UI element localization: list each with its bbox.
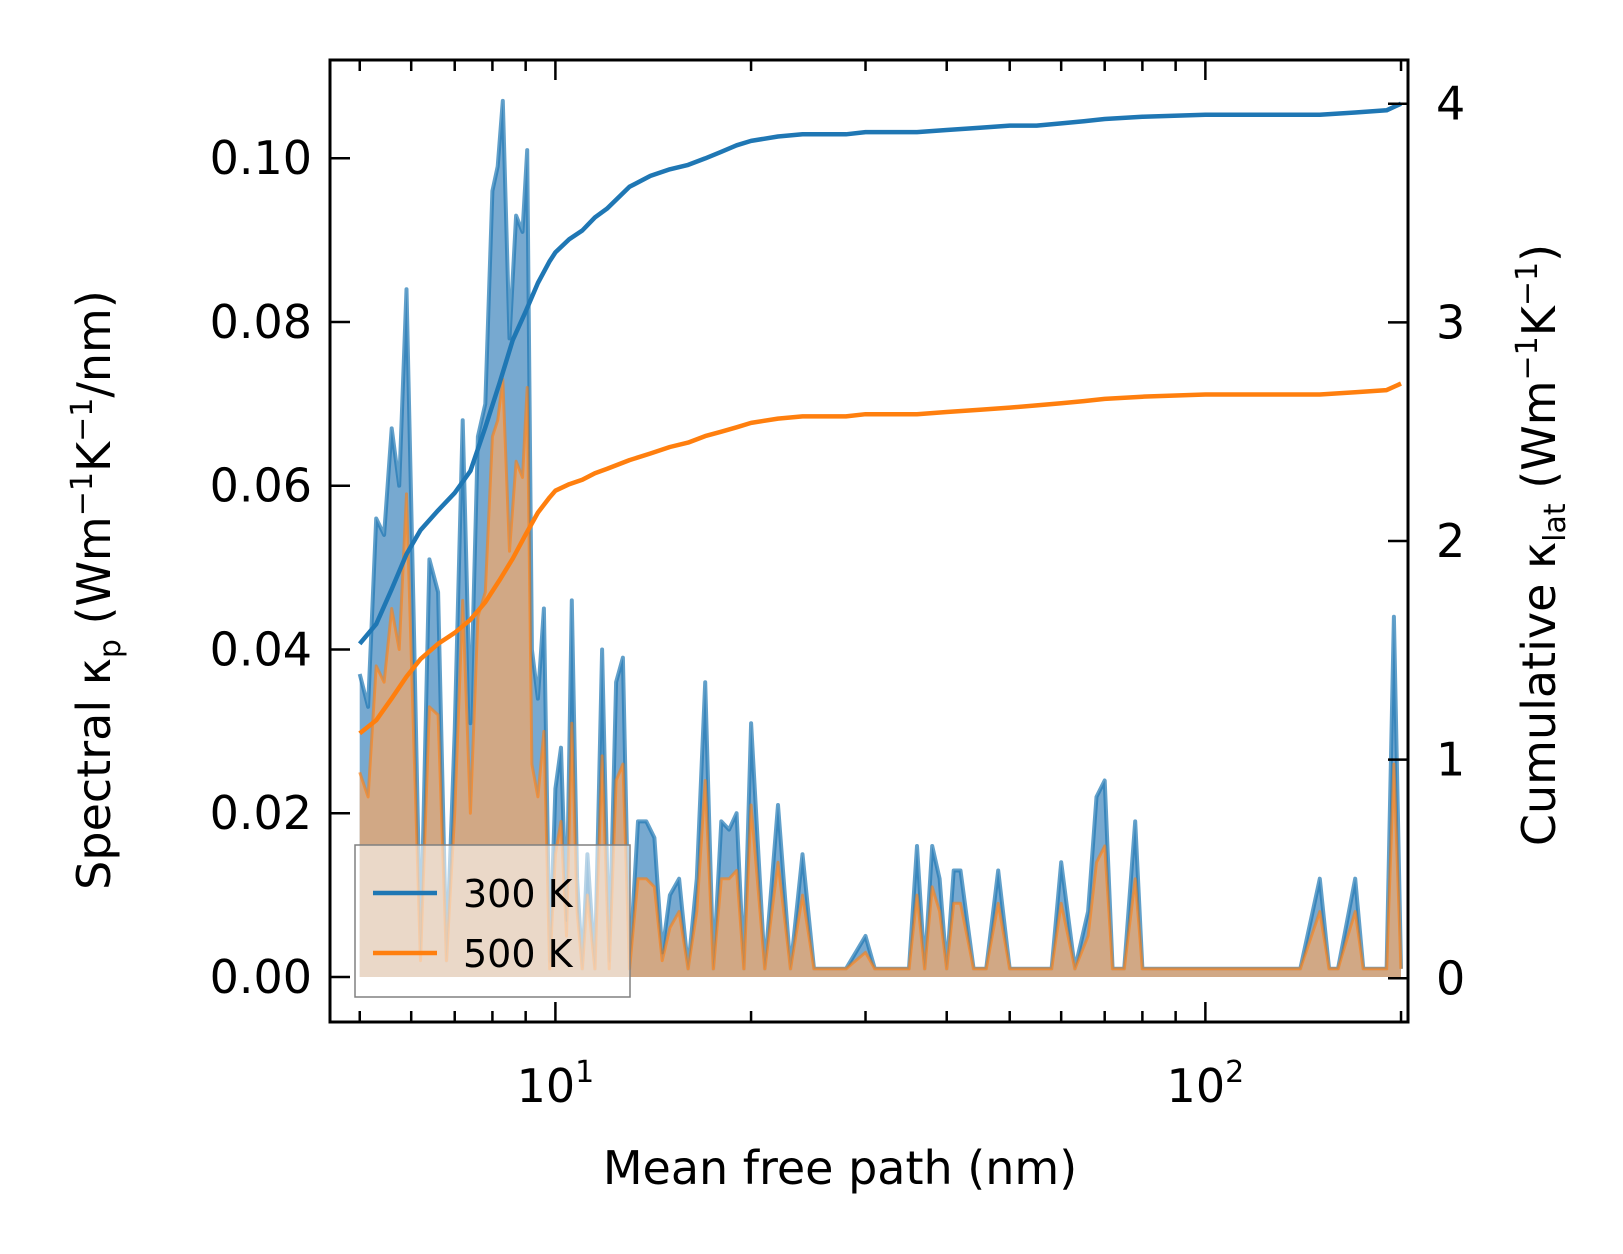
y-right-title-close: ): [1512, 244, 1566, 262]
legend-label: 500 K: [463, 932, 574, 976]
y-left-tick-label: 0.10: [210, 131, 312, 185]
x-tick-label: 101: [517, 1055, 595, 1113]
y-left-title-sup1: −1: [65, 472, 100, 516]
y-axis-left-title: Spectral κp (Wm−1K−1/nm): [65, 290, 128, 890]
y-left-title-sub: p: [93, 639, 128, 658]
y-left-tick-label: 0.06: [210, 459, 312, 513]
y-right-tick-label: 4: [1436, 77, 1465, 131]
x-tick-exp: 1: [575, 1055, 594, 1090]
y-left-title-open: (Wm: [67, 516, 121, 639]
y-left-tick-label: 0.04: [210, 622, 312, 676]
y-right-tick-label: 2: [1436, 514, 1465, 568]
y-right-title-sup2: −1: [1510, 262, 1545, 306]
y-left-title-prefix: Spectral κ: [67, 658, 121, 890]
y-left-tick-label: 0.08: [210, 295, 312, 349]
spectral-300k-area: [359, 100, 1402, 977]
y-right-title-mid: K: [1512, 304, 1566, 336]
spectral-500k-line: [358, 377, 1403, 971]
y-right-title-sup1: −1: [1510, 336, 1545, 380]
x-tick-base: 10: [517, 1059, 576, 1113]
y-right-title-open: (Wm: [1512, 380, 1566, 503]
legend-label: 300 K: [463, 872, 574, 916]
x-axis-title: Mean free path (nm): [603, 1141, 1077, 1195]
y-right-tick-label: 0: [1436, 951, 1465, 1005]
x-tick-label: 102: [1167, 1055, 1245, 1113]
y-right-title-sub: lat: [1538, 503, 1573, 542]
legend-box: [354, 844, 631, 998]
x-tick-exp: 2: [1225, 1055, 1244, 1090]
y-left-title-mid: K: [67, 440, 121, 472]
x-tick-base: 10: [1167, 1059, 1226, 1113]
y-left-title-sup2: −1: [65, 398, 100, 442]
y-right-tick-label: 1: [1436, 733, 1465, 787]
plot-layer: [357, 98, 1403, 977]
y-left-tick-label: 0.00: [210, 950, 312, 1004]
cumulative-300k-line: [357, 101, 1402, 646]
y-left-title-close: /nm): [67, 290, 121, 397]
y-right-tick-label: 3: [1436, 295, 1465, 349]
y-left-tick-label: 0.02: [210, 786, 312, 840]
legend: 300 K 500 K: [354, 844, 631, 998]
cumulative-500k-line: [358, 381, 1402, 736]
y-right-title-prefix: Cumulative κ: [1512, 542, 1566, 846]
y-axis-right-title: Cumulative κlat (Wm−1K−1): [1510, 244, 1573, 846]
spectral-500k-area: [359, 379, 1402, 977]
